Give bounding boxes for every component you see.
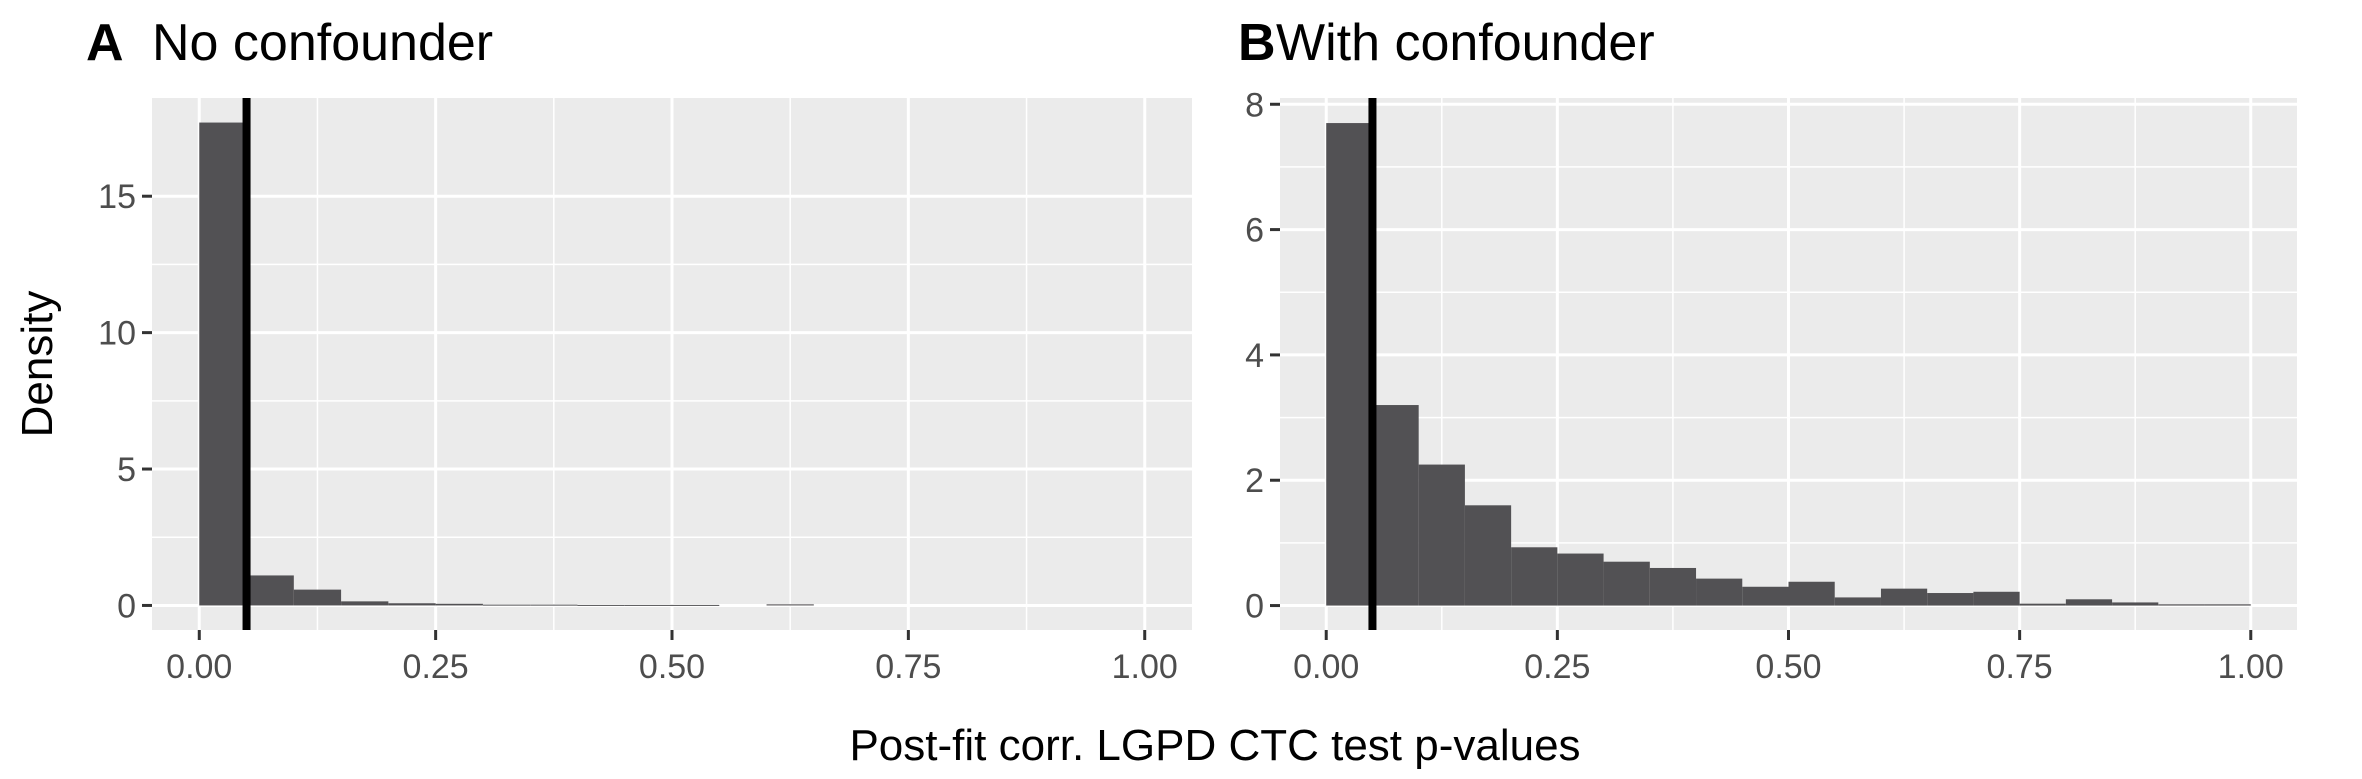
panel-a-y-tick-label: 15 [98,178,136,216]
panel-a-y-tick-label: 5 [117,451,136,489]
panel-b-y-axis: 0 2 4 6 8 [1245,86,1280,626]
panel-a: A No confounder 0 5 10 15 0.00 0.25 0.50 0.75 1… [86,14,1192,686]
panel-b-histogram-bar [1788,581,1835,606]
x-axis-title: Post-fit corr. LGPD CTC test p-values [849,721,1580,770]
panel-a-x-axis: 0.00 0.25 0.50 0.75 1.00 [166,630,1178,686]
panel-a-histogram-bar [530,604,578,606]
panel-a-x-tick-label: 0.25 [403,648,469,686]
panel-b-histogram-bar [1372,405,1419,606]
panel-b-bars [1326,123,2251,606]
panel-b-histogram-bar [2112,602,2159,606]
panel-a-histogram-bar [482,604,531,606]
panel-a-x-tick-label: 0.75 [875,648,941,686]
panel-a-histogram-bar [435,603,483,606]
panel-a-histogram-bar [246,575,294,606]
panel-a-x-tick-label: 0.50 [639,648,705,686]
panel-a-histogram-bar [766,604,814,606]
panel-b-y-tick-label: 4 [1245,337,1264,375]
panel-b-histogram-bar [1326,123,1373,606]
panel-a-label: A [86,14,124,72]
panel-a-y-tick-label: 10 [98,315,136,353]
panel-a-bars [199,122,814,606]
panel-b-histogram-bar [2065,599,2113,606]
panel-a-y-tick-label: 0 [117,587,136,625]
panel-b-y-tick-label: 0 [1245,588,1264,626]
panel-b-title: With confounder [1276,14,1655,72]
panel-b-x-axis: 0.00 0.25 0.50 0.75 1.00 [1293,630,2284,686]
panel-a-title: No confounder [152,14,493,72]
panel-b-histogram-bar [2158,604,2205,606]
panel-b-histogram-bar [1696,578,1743,606]
panel-a-histogram-bar [341,601,389,606]
panel-b: B With confounder 0 2 4 6 8 0.00 0.25 0.50 0.75… [1238,14,2297,686]
panel-b-x-tick-label: 0.75 [1987,648,2053,686]
panel-b-y-tick-label: 2 [1245,462,1264,500]
panel-a-histogram-bar [388,603,436,606]
panel-a-histogram-bar [199,122,247,606]
panel-b-x-tick-label: 0.00 [1293,648,1359,686]
panel-b-histogram-bar [2019,603,2066,606]
panel-b-histogram-bar [1464,505,1512,606]
panel-a-histogram-bar [624,604,672,606]
panel-b-x-tick-label: 1.00 [2218,648,2284,686]
panel-b-x-tick-label: 0.25 [1524,648,1590,686]
panel-b-histogram-bar [1557,553,1604,606]
panel-a-x-tick-label: 1.00 [1112,648,1178,686]
panel-a-histogram-bar [577,604,625,606]
panel-a-histogram-bar [293,589,342,606]
panel-b-histogram-bar [1880,588,1928,606]
panel-b-histogram-bar [1927,593,1974,606]
panel-b-histogram-bar [1603,561,1650,606]
panel-b-histogram-bar [1973,591,2020,606]
panel-b-histogram-bar [2204,604,2251,606]
panel-b-y-tick-label: 8 [1245,86,1264,124]
panel-b-histogram-bar [1742,586,1789,606]
panel-b-histogram-bar [1511,547,1558,606]
panel-a-histogram-bar [672,604,720,606]
panel-b-histogram-bar [1649,567,1697,606]
panel-b-y-tick-label: 6 [1245,212,1264,250]
panel-a-y-axis: 0 5 10 15 [98,178,152,625]
panel-a-x-tick-label: 0.00 [166,648,232,686]
y-axis-title: Density [13,291,62,438]
panel-b-histogram-bar [1418,464,1465,606]
panel-b-label: B [1238,14,1276,72]
panel-b-histogram-bar [1834,597,1881,606]
panel-b-x-tick-label: 0.50 [1755,648,1821,686]
